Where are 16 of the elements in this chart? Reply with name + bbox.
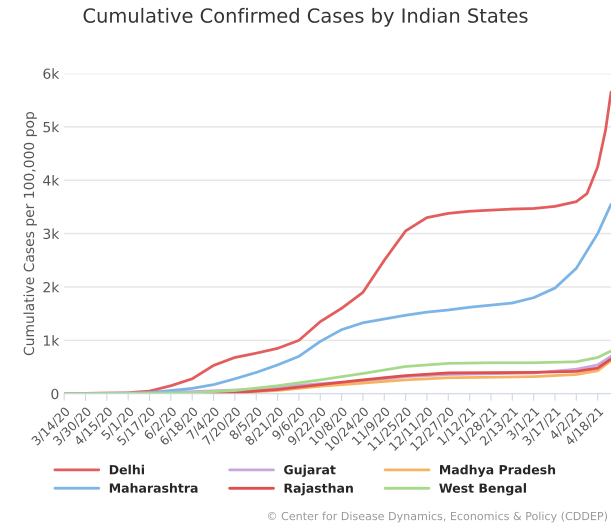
y-tick-label: 3k (43, 228, 60, 240)
chart-title: Cumulative Confirmed Cases by Indian States (84, 8, 528, 27)
legend-label: West Bengal (439, 483, 526, 496)
legend-label: Madhya Pradesh (440, 464, 556, 477)
legend-label: Maharashtra (110, 483, 198, 493)
y-tick-label: 1k (44, 335, 60, 346)
legend-label: Delhi (110, 464, 144, 474)
y-tick-label: 6k (43, 68, 60, 79)
y-tick-label: 2k (43, 282, 60, 292)
y-tick-label: 0 (51, 388, 58, 400)
legend-label: Rajasthan (284, 483, 353, 496)
y-tick-label: 5k (43, 122, 60, 132)
text: © Center for Disease Dynamics, Economics & Policy (CDDEP) (268, 512, 607, 522)
y-axis-title: Cumulative Cases per 100,000 pop (23, 112, 37, 356)
legend-label: Gujarat (284, 464, 336, 477)
y-tick-label: 4k (43, 174, 60, 186)
